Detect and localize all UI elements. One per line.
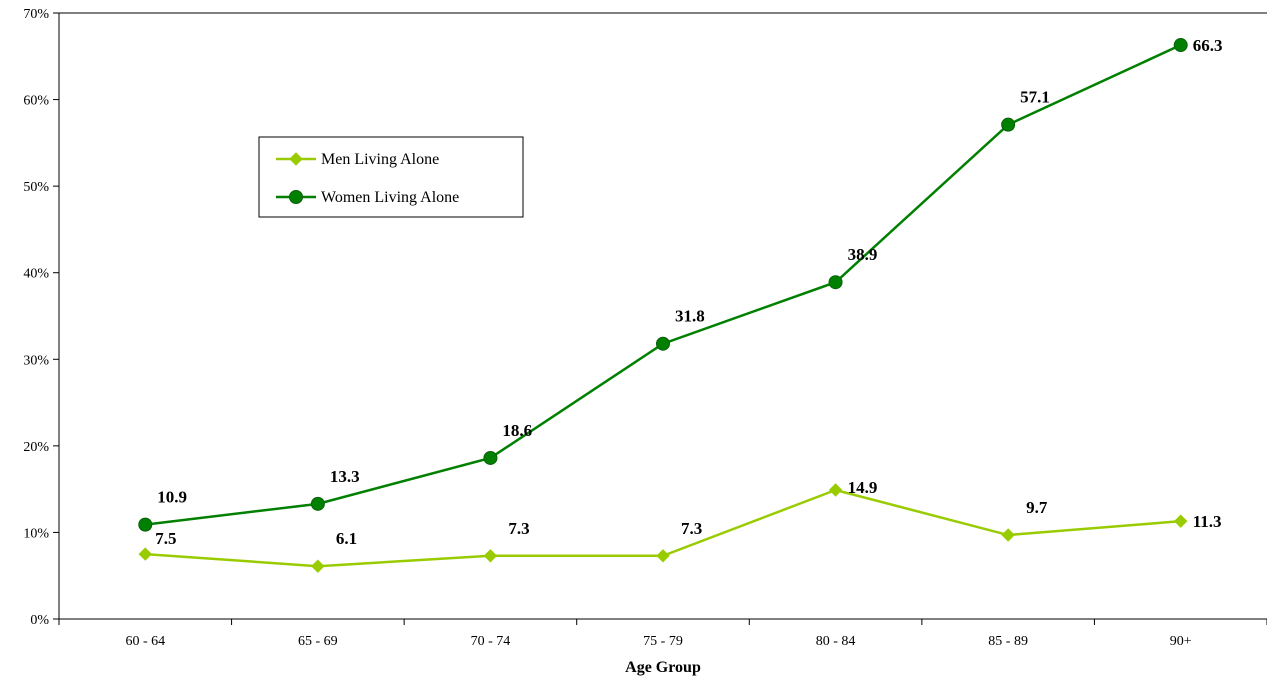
y-tick-label: 40% <box>23 267 49 282</box>
data-point-men-living-alone <box>311 559 325 573</box>
data-point-men-living-alone <box>656 549 670 563</box>
data-label-men-living-alone: 7.3 <box>508 519 529 538</box>
data-label-women-living-alone: 18.6 <box>502 421 532 440</box>
y-tick-label: 10% <box>23 526 49 541</box>
data-label-men-living-alone: 7.3 <box>681 519 702 538</box>
x-tick-label: 85 - 89 <box>988 634 1028 649</box>
series-group: 7.5 6.1 7.3 7.3 14.9 9.7 11.3 10.9 13.3 18.6 31.8 3… <box>138 36 1223 573</box>
data-point-women-living-alone <box>828 275 843 290</box>
data-point-women-living-alone <box>1173 38 1188 53</box>
legend-label: Women Living Alone <box>321 189 459 206</box>
x-axis-title: Age Group <box>625 659 701 676</box>
data-point-women-living-alone <box>310 496 325 511</box>
data-point-men-living-alone <box>138 547 152 561</box>
y-tick-label: 0% <box>30 613 49 628</box>
y-tick-label: 70% <box>23 7 49 22</box>
x-tick-label: 70 - 74 <box>471 634 511 649</box>
data-point-women-living-alone <box>656 336 670 351</box>
y-ticks: 0% 10% 20% 30% 40% 50% 60% 70% <box>23 7 59 628</box>
series-line-women-living-alone <box>145 43 1182 526</box>
data-point-men-living-alone <box>483 549 498 563</box>
y-tick-label: 50% <box>23 180 49 195</box>
legend-box <box>258 136 524 218</box>
x-tick-label: 65 - 69 <box>298 634 338 649</box>
data-point-women-living-alone <box>1001 117 1016 132</box>
x-tick-label: 75 - 79 <box>643 634 683 649</box>
data-label-women-living-alone: 10.9 <box>157 488 187 507</box>
data-label-women-living-alone: 66.3 <box>1193 36 1223 55</box>
data-point-women-living-alone <box>483 450 498 465</box>
axes <box>58 12 1267 620</box>
data-label-women-living-alone: 31.8 <box>675 307 705 326</box>
series-women-living-alone: 10.9 13.3 18.6 31.8 38.9 57.1 66.3 <box>138 36 1223 532</box>
data-point-men-living-alone <box>1001 528 1015 542</box>
data-label-men-living-alone: 9.7 <box>1026 498 1048 517</box>
data-label-men-living-alone: 14.9 <box>848 478 878 497</box>
y-tick-label: 60% <box>23 94 49 109</box>
legend-marker <box>289 190 303 204</box>
data-point-men-living-alone <box>1174 514 1188 528</box>
legend-label: Men Living Alone <box>321 151 439 168</box>
x-tick-label: 60 - 64 <box>125 634 165 649</box>
y-tick-label: 20% <box>23 440 49 455</box>
series-men-living-alone: 7.5 6.1 7.3 7.3 14.9 9.7 11.3 <box>138 478 1222 573</box>
data-label-men-living-alone: 6.1 <box>336 529 357 548</box>
x-tick-label: 80 - 84 <box>816 634 856 649</box>
data-label-women-living-alone: 38.9 <box>848 245 878 264</box>
legend-item-men-living-alone: Men Living Alone <box>276 151 439 168</box>
x-ticks: 60 - 64 65 - 69 70 - 74 75 - 79 80 - 84 85 - … <box>58 619 1267 649</box>
legend-marker <box>289 152 303 166</box>
y-tick-label: 30% <box>23 353 49 368</box>
data-label-women-living-alone: 13.3 <box>330 467 360 486</box>
data-label-men-living-alone: 11.3 <box>1193 512 1222 531</box>
data-point-men-living-alone <box>828 483 843 497</box>
legend: Men Living Alone Women Living Alone <box>258 136 524 218</box>
legend-item-women-living-alone: Women Living Alone <box>276 189 459 206</box>
data-label-men-living-alone: 7.5 <box>155 529 176 548</box>
data-label-women-living-alone: 57.1 <box>1020 88 1050 107</box>
data-point-women-living-alone <box>138 517 153 532</box>
x-tick-label: 90+ <box>1170 634 1192 649</box>
